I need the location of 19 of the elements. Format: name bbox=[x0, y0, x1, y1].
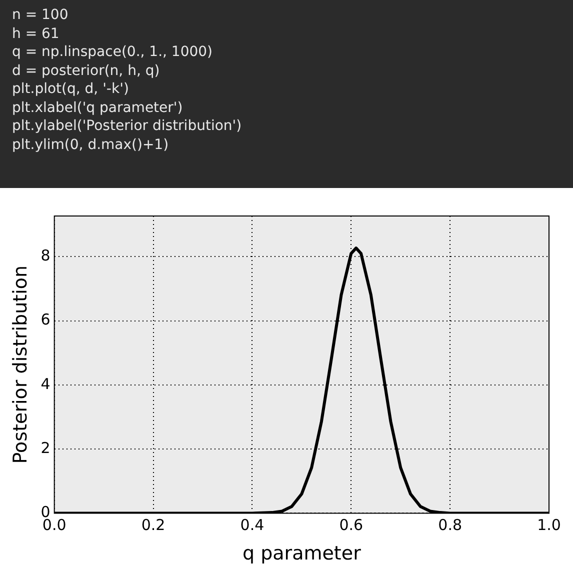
x-tick-label: 0.6 bbox=[339, 516, 364, 534]
text: plt.ylim(0, d.max()+1) bbox=[12, 136, 170, 154]
y-tick-label: 2 bbox=[40, 438, 50, 457]
text: plt.xlabel('q parameter') bbox=[12, 98, 184, 117]
text: q = np.linspace(0., 1., 1000) bbox=[12, 43, 214, 62]
text: d = posterior(n, h, q) bbox=[12, 62, 161, 80]
text: h = 61 bbox=[12, 24, 60, 43]
x-tick-label: 1.0 bbox=[537, 516, 561, 534]
text: n = 100 bbox=[12, 6, 70, 24]
y-tick-label: 8 bbox=[40, 246, 50, 265]
x-tick-label: 0.4 bbox=[240, 516, 264, 534]
text: plt.plot(q, d, '-k') bbox=[12, 80, 130, 98]
x-tick-label: 0.2 bbox=[141, 516, 166, 534]
y-tick-label: 6 bbox=[40, 310, 50, 329]
y-axis-title: Posterior distribution bbox=[9, 265, 32, 464]
y-tick-label: 4 bbox=[40, 374, 50, 393]
text: plt.ylabel('Posterior distribution') bbox=[12, 117, 243, 136]
x-tick-label: 0.8 bbox=[438, 516, 462, 534]
x-axis-title: q parameter bbox=[242, 542, 362, 565]
